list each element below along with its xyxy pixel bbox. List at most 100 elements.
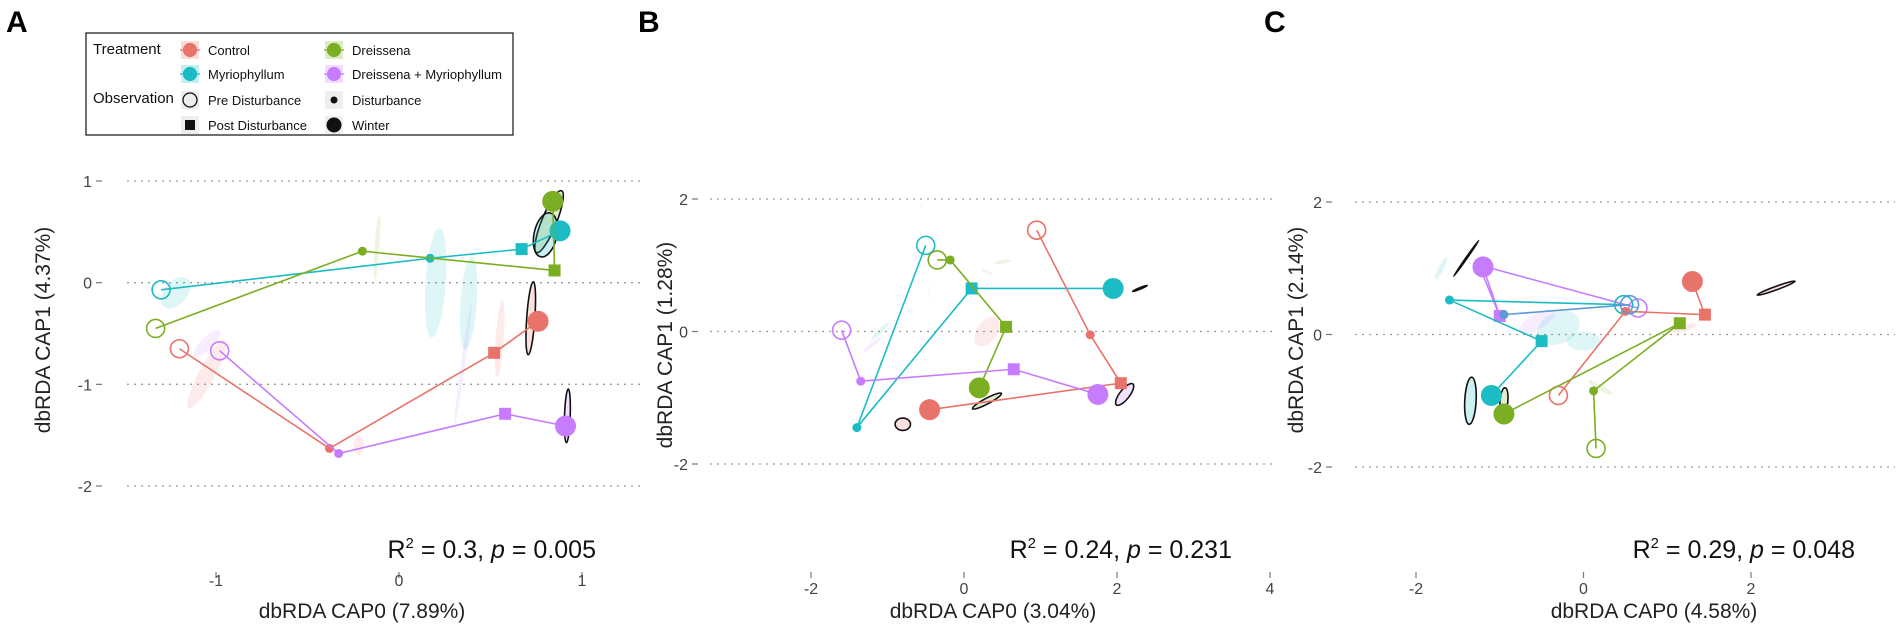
point-winter	[555, 415, 577, 437]
point-winter	[1681, 271, 1703, 292]
series	[852, 235, 1124, 433]
y-axis-title: dbRDA CAP1 (4.37%)	[32, 227, 55, 434]
legend-box	[85, 32, 514, 136]
x-tick-label: 0	[1579, 581, 1588, 598]
legend: Treatment Observation Control Myriophyllum D…	[85, 32, 514, 136]
point-pre-disturbance	[169, 338, 190, 359]
r2-exponent: 2	[1028, 535, 1036, 552]
legend-observation-label: Winter	[352, 118, 390, 133]
y-tick-label: -1	[78, 377, 92, 394]
series-line	[937, 259, 1008, 389]
point-post-disturbance	[1698, 308, 1711, 321]
series-line	[1503, 303, 1630, 316]
point-pre-disturbance	[1628, 298, 1648, 318]
series	[831, 320, 1109, 405]
legend-observation-label: Disturbance	[352, 93, 421, 108]
series	[1548, 271, 1711, 406]
confidence-ellipse-faint	[1537, 310, 1580, 345]
p-symbol: p	[1126, 536, 1141, 564]
x-tick-label: -2	[804, 581, 818, 598]
point-post-disturbance	[515, 243, 528, 256]
point-disturbance	[856, 376, 866, 386]
point-winter	[1472, 256, 1494, 278]
point-winter	[1087, 383, 1109, 405]
panel-letter: A	[6, 6, 28, 39]
r2-exponent: 2	[406, 535, 414, 552]
p-symbol: p	[1749, 536, 1764, 564]
series	[1445, 294, 1634, 406]
confidence-ellipse-faint	[494, 300, 505, 378]
confidence-ellipse-faint	[919, 201, 925, 211]
x-tick-label: 2	[1747, 581, 1756, 598]
confidence-ellipse-faint	[353, 435, 364, 456]
y-tick-label: -2	[78, 479, 92, 496]
confidence-ellipse	[1452, 239, 1480, 278]
x-tick-label: -2	[1409, 581, 1423, 598]
confidence-ellipse-faint	[871, 322, 889, 341]
x-axis-title: dbRDA CAP0 (3.04%)	[890, 600, 1097, 623]
confidence-ellipse	[1114, 382, 1135, 407]
x-axis-title: dbRDA CAP0 (7.89%)	[259, 600, 466, 623]
legend-treatment-label: Myriophyllum	[208, 67, 285, 82]
y-tick-label: 0	[83, 276, 92, 293]
point-post-disturbance	[1000, 320, 1013, 333]
x-tick-label: 1	[578, 573, 587, 590]
x-tick-label: 0	[395, 573, 404, 590]
series	[169, 310, 549, 453]
x-tick-label: 0	[960, 581, 969, 598]
point-disturbance	[1620, 306, 1630, 316]
point-post-disturbance	[1007, 363, 1020, 376]
confidence-ellipse-faint	[1588, 380, 1613, 395]
stat-annotation: R2 = 0.3, p = 0.005	[387, 535, 596, 564]
y-tick-label: 0	[679, 325, 688, 342]
panel-b: B -2 0 2 -2 0 2 4 dbRDA CAP0 (3.04%) dbRDA CAP1 (…	[638, 6, 1275, 623]
legend-key-pre	[182, 92, 198, 108]
point-post-disturbance	[965, 282, 978, 295]
r2-symbol: R	[1633, 536, 1651, 564]
confidence-ellipse	[1131, 284, 1149, 293]
point-post-disturbance	[1535, 335, 1548, 348]
point-post-disturbance	[499, 407, 512, 420]
p-value: = 0.231	[1141, 536, 1232, 564]
stat-annotation: R2 = 0.24, p = 0.231	[1010, 535, 1232, 564]
confidence-ellipse-faint	[862, 337, 882, 353]
point-post-disturbance	[1114, 377, 1127, 390]
x-axis-title: dbRDA CAP0 (4.58%)	[1551, 600, 1758, 623]
legend-observation-title: Observation	[93, 90, 174, 107]
r2-symbol: R	[1010, 536, 1028, 564]
point-disturbance	[1085, 330, 1095, 340]
series	[919, 220, 1127, 421]
point-pre-disturbance	[915, 235, 936, 256]
point-post-disturbance	[1673, 317, 1686, 330]
confidence-ellipse-faint	[424, 227, 447, 338]
point-winter	[1480, 384, 1502, 406]
point-winter	[919, 399, 941, 421]
y-tick-label: 0	[1313, 328, 1322, 345]
y-tick-label: -2	[674, 457, 688, 474]
x-tick-label: -1	[209, 573, 223, 590]
point-disturbance	[1589, 386, 1599, 396]
p-value: = 0.048	[1764, 536, 1855, 564]
confidence-ellipse-faint	[994, 259, 1011, 265]
confidence-ellipse-faint	[187, 339, 227, 409]
panel-letter: C	[1264, 6, 1286, 39]
panel-letter: B	[638, 6, 660, 39]
series-line	[161, 230, 561, 291]
p-symbol: p	[490, 536, 505, 564]
point-post-disturbance	[488, 346, 501, 359]
point-pre-disturbance	[151, 279, 171, 300]
point-pre-disturbance	[209, 340, 230, 361]
point-winter	[527, 310, 549, 332]
point-winter	[1102, 277, 1124, 299]
series-line	[178, 320, 539, 450]
confidence-ellipse-faint	[1519, 309, 1556, 334]
point-disturbance	[357, 246, 367, 256]
y-tick-label: 1	[83, 174, 92, 191]
confidence-ellipse	[1463, 376, 1478, 426]
point-winter	[1493, 403, 1515, 425]
legend-treatment-title: Treatment	[93, 41, 162, 58]
confidence-ellipse-faint	[1434, 257, 1448, 280]
y-tick-label: 2	[1313, 195, 1322, 212]
confidence-ellipse-faint	[193, 330, 221, 358]
